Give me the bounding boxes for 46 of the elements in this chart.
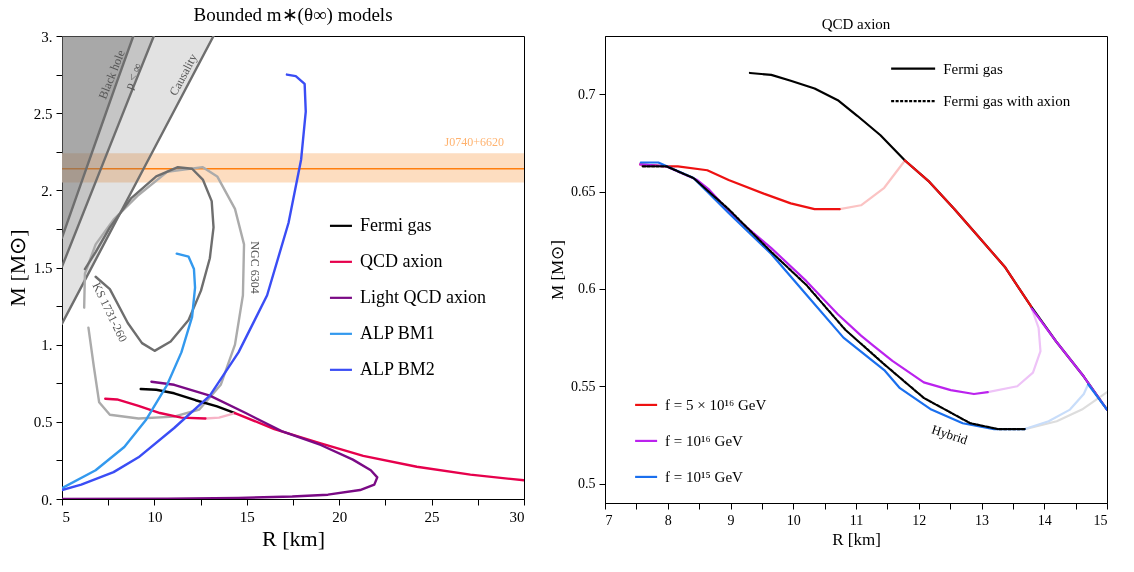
legend-label: Fermi gas	[359, 214, 432, 235]
x-tick-label: 15	[239, 508, 255, 525]
x-tick-label: 5	[62, 508, 70, 525]
x-tick-label: 10	[786, 512, 801, 528]
chart-title: QCD axion	[821, 16, 891, 32]
x-tick-label: 11	[849, 512, 864, 528]
x-tick-label: 10	[147, 508, 163, 525]
y-tick-label: 0.5	[578, 476, 596, 492]
x-tick-label: 14	[1037, 512, 1052, 528]
legend-label: Fermi gas	[943, 60, 1003, 77]
x-tick-label: 30	[509, 508, 525, 525]
x-tick-label: 25	[424, 508, 440, 525]
y-tick-label: 0.5	[33, 414, 53, 431]
y-tick-label: 2.	[41, 182, 53, 199]
y-tick-label: 0.65	[571, 184, 596, 200]
y-tick-label: 0.7	[578, 86, 596, 102]
chart-title: Bounded m∗(θ∞) models	[193, 4, 393, 26]
y-tick-label: 1.	[41, 337, 53, 354]
legend-label: QCD axion	[359, 250, 443, 271]
y-tick-label: 0.	[41, 491, 53, 508]
annotation: Hybrid	[929, 421, 970, 448]
x-tick-label: 12	[912, 512, 927, 528]
annotation: NGC 6304	[247, 241, 262, 294]
y-tick-label: 1.5	[33, 260, 53, 276]
y-tick-label: 0.6	[578, 281, 596, 297]
x-tick-label: 8	[664, 512, 672, 528]
legend-label: Light QCD axion	[359, 286, 486, 307]
y-tick-label: 2.5	[33, 105, 53, 122]
x-tick-label: 20	[332, 508, 348, 525]
y-tick-label: 3.	[41, 28, 53, 45]
legend-label: ALP BM1	[359, 322, 435, 343]
y-tick-label: 0.55	[571, 378, 596, 394]
legend-label: f = 10¹⁵ GeV	[665, 468, 744, 485]
legend-label: Fermi gas with axion	[943, 93, 1071, 110]
x-tick-label: 13	[975, 512, 989, 528]
x-axis-title: R [km]	[832, 529, 881, 549]
x-tick-label: 15	[1093, 512, 1108, 528]
x-axis-title: R [km]	[262, 525, 325, 551]
legend-label: ALP BM2	[359, 358, 435, 379]
y-axis-title: M [M⊙]	[4, 229, 30, 307]
legend-label: f = 10¹⁶ GeV	[665, 432, 744, 449]
legend-label: f = 5 × 10¹⁶ GeV	[665, 396, 767, 413]
y-axis-title: M [M⊙]	[548, 240, 567, 300]
x-tick-label: 9	[727, 512, 735, 528]
x-tick-label: 7	[605, 512, 613, 528]
ref-line-label: J0740+6620	[444, 134, 504, 149]
